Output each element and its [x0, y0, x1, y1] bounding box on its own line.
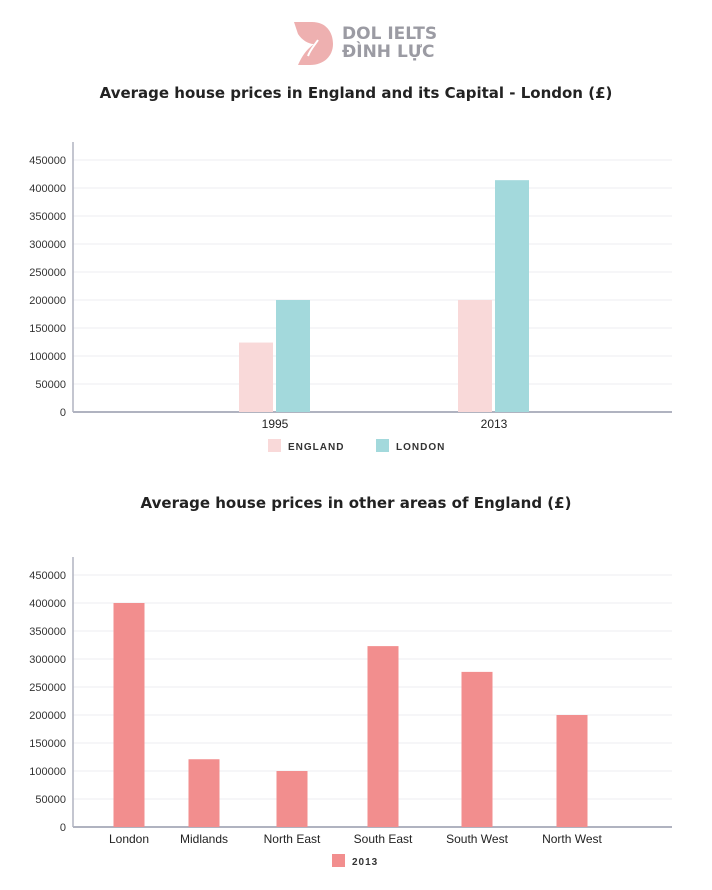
y-tick-label: 0 [60, 407, 66, 419]
y-tick-label: 50000 [35, 794, 66, 806]
y-tick-label: 200000 [29, 710, 66, 722]
y-tick-label: 450000 [29, 570, 66, 582]
x-tick-label: South West [446, 832, 508, 846]
y-tick-label: 150000 [29, 738, 66, 750]
y-tick-label: 450000 [29, 155, 66, 167]
x-tick-label: North East [264, 832, 321, 846]
chart-2: 0 50000 100000 150000 200000 250000 300000 3500… [29, 557, 672, 868]
x-tick-label: 2013 [481, 417, 508, 431]
y-tick-label: 0 [60, 822, 66, 834]
bar-2013-south-west [461, 671, 493, 827]
bar-2013-north-east [276, 771, 308, 827]
bar-2013-north-west [556, 715, 588, 827]
logo: DOL IELTS ĐÌNH LỰC [292, 20, 437, 66]
y-tick-label: 300000 [29, 654, 66, 666]
y-tick-label: 300000 [29, 239, 66, 251]
bar-england-2013 [458, 300, 492, 412]
y-tick-label: 250000 [29, 267, 66, 279]
x-tick-label: Midlands [180, 832, 228, 846]
bar-2013-london [113, 603, 145, 827]
x-tick-label: 1995 [262, 417, 289, 431]
y-tick-label: 100000 [29, 766, 66, 778]
dol-logo-icon [294, 22, 333, 65]
legend-label: LONDON [396, 442, 445, 453]
chart-1-title: Average house prices in England and its … [99, 84, 613, 102]
y-tick-label: 100000 [29, 351, 66, 363]
legend-swatch [268, 439, 281, 452]
y-tick-label: 400000 [29, 183, 66, 195]
logo-line-1: DOL IELTS [342, 24, 438, 44]
x-tick-label: North West [542, 832, 602, 846]
bar-2013-midlands [188, 759, 220, 827]
y-tick-label: 350000 [29, 626, 66, 638]
logo-line-2: ĐÌNH LỰC [342, 42, 435, 62]
y-tick-label: 150000 [29, 323, 66, 335]
legend-label: 2013 [352, 857, 378, 868]
bar-london-2013 [495, 180, 529, 412]
x-tick-label: South East [354, 832, 413, 846]
legend-label: ENGLAND [288, 442, 344, 453]
legend-swatch [376, 439, 389, 452]
bar-england-1995 [239, 342, 273, 412]
bar-london-1995 [276, 300, 310, 412]
legend-swatch [332, 854, 345, 867]
x-tick-label: London [109, 832, 149, 846]
y-tick-label: 200000 [29, 295, 66, 307]
y-tick-label: 350000 [29, 211, 66, 223]
y-tick-label: 250000 [29, 682, 66, 694]
bar-2013-south-east [367, 646, 399, 827]
chart-1: 0 50000 100000 150000 200000 250000 300000 3500… [29, 142, 672, 453]
chart-2-title: Average house prices in other areas of E… [140, 494, 572, 512]
y-tick-label: 50000 [35, 379, 66, 391]
y-tick-label: 400000 [29, 598, 66, 610]
